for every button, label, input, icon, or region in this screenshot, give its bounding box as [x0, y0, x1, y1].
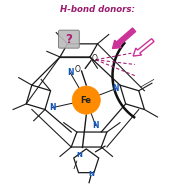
FancyArrow shape [133, 39, 154, 56]
Text: N: N [92, 121, 99, 130]
Text: O: O [75, 65, 81, 74]
Text: ?: ? [65, 33, 72, 46]
Text: N: N [67, 68, 74, 77]
Text: O: O [92, 54, 98, 63]
FancyBboxPatch shape [58, 30, 79, 48]
Text: N: N [112, 84, 119, 93]
Text: N: N [77, 153, 83, 158]
Text: H-bond donors:: H-bond donors: [60, 5, 135, 14]
Circle shape [72, 86, 100, 114]
Text: N: N [49, 103, 56, 112]
Text: Fe: Fe [81, 96, 92, 105]
Text: N: N [88, 171, 94, 177]
FancyArrow shape [113, 28, 136, 49]
